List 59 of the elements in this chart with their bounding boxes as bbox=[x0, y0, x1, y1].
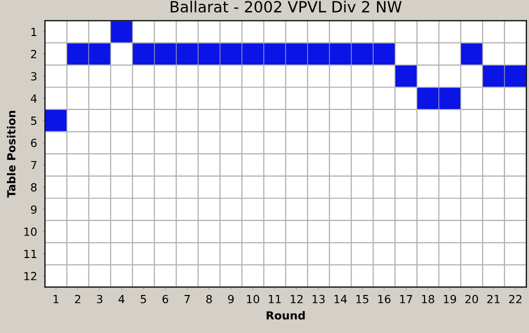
point bbox=[482, 66, 504, 87]
x-tick-label: 10 bbox=[246, 294, 260, 304]
y-tick-label: 9 bbox=[30, 205, 37, 214]
x-tick-label: 2 bbox=[75, 294, 80, 304]
y-tick-label: 6 bbox=[31, 138, 37, 148]
x-tick-label: 12 bbox=[290, 294, 303, 304]
x-axis-title: Round bbox=[266, 310, 305, 320]
x-tick-label: 5 bbox=[140, 295, 146, 304]
y-tick-label: 7 bbox=[31, 161, 36, 170]
y-tick-label: 5 bbox=[31, 116, 36, 125]
x-tick-label: 13 bbox=[312, 294, 325, 304]
point bbox=[352, 43, 373, 65]
point bbox=[220, 43, 242, 65]
point bbox=[264, 43, 286, 65]
y-tick-label: 2 bbox=[31, 50, 36, 58]
y-tick-label: 3 bbox=[31, 72, 36, 81]
point bbox=[286, 43, 308, 65]
point bbox=[198, 43, 220, 65]
point bbox=[395, 66, 417, 87]
x-tick-label: 14 bbox=[334, 295, 347, 304]
x-tick-label: 16 bbox=[378, 294, 390, 304]
point bbox=[45, 110, 67, 132]
x-tick-label: 11 bbox=[268, 295, 281, 304]
x-tick-label: 7 bbox=[184, 295, 190, 304]
x-tick-label: 20 bbox=[465, 294, 478, 304]
x-tick-label: 22 bbox=[509, 294, 522, 304]
point bbox=[89, 43, 110, 65]
x-tick-label: 19 bbox=[444, 294, 456, 304]
point bbox=[461, 43, 482, 65]
x-tick-label: 9 bbox=[228, 294, 234, 304]
y-tick-label: 12 bbox=[24, 272, 36, 280]
x-tick-label: 15 bbox=[356, 295, 368, 304]
point bbox=[176, 43, 198, 65]
point bbox=[417, 88, 438, 109]
x-tick-label: 6 bbox=[162, 294, 168, 304]
point bbox=[132, 43, 154, 65]
x-tick-label: 3 bbox=[96, 294, 102, 304]
y-tick-label: 1 bbox=[31, 28, 36, 36]
point bbox=[242, 43, 264, 65]
y-tick-label: 8 bbox=[31, 183, 37, 192]
point bbox=[330, 43, 351, 65]
point bbox=[110, 21, 132, 42]
x-tick-label: 8 bbox=[206, 294, 212, 304]
y-tick-label: 4 bbox=[30, 94, 37, 103]
x-tick-label: 4 bbox=[118, 295, 124, 304]
point bbox=[67, 43, 88, 65]
point bbox=[439, 88, 460, 109]
y-tick-label: 11 bbox=[24, 250, 36, 258]
point bbox=[504, 66, 526, 87]
y-axis-title: Table Position bbox=[6, 110, 16, 198]
point bbox=[154, 43, 176, 65]
x-tick-label: 1 bbox=[54, 295, 58, 304]
x-tick-label: 17 bbox=[400, 295, 412, 304]
x-tick-label: 18 bbox=[422, 294, 434, 304]
chart-title: Ballarat - 2002 VPVL Div 2 NW bbox=[170, 0, 402, 13]
x-tick-label: 21 bbox=[487, 294, 500, 304]
y-tick-label: 10 bbox=[24, 228, 37, 236]
point bbox=[374, 43, 395, 65]
point bbox=[308, 43, 330, 65]
